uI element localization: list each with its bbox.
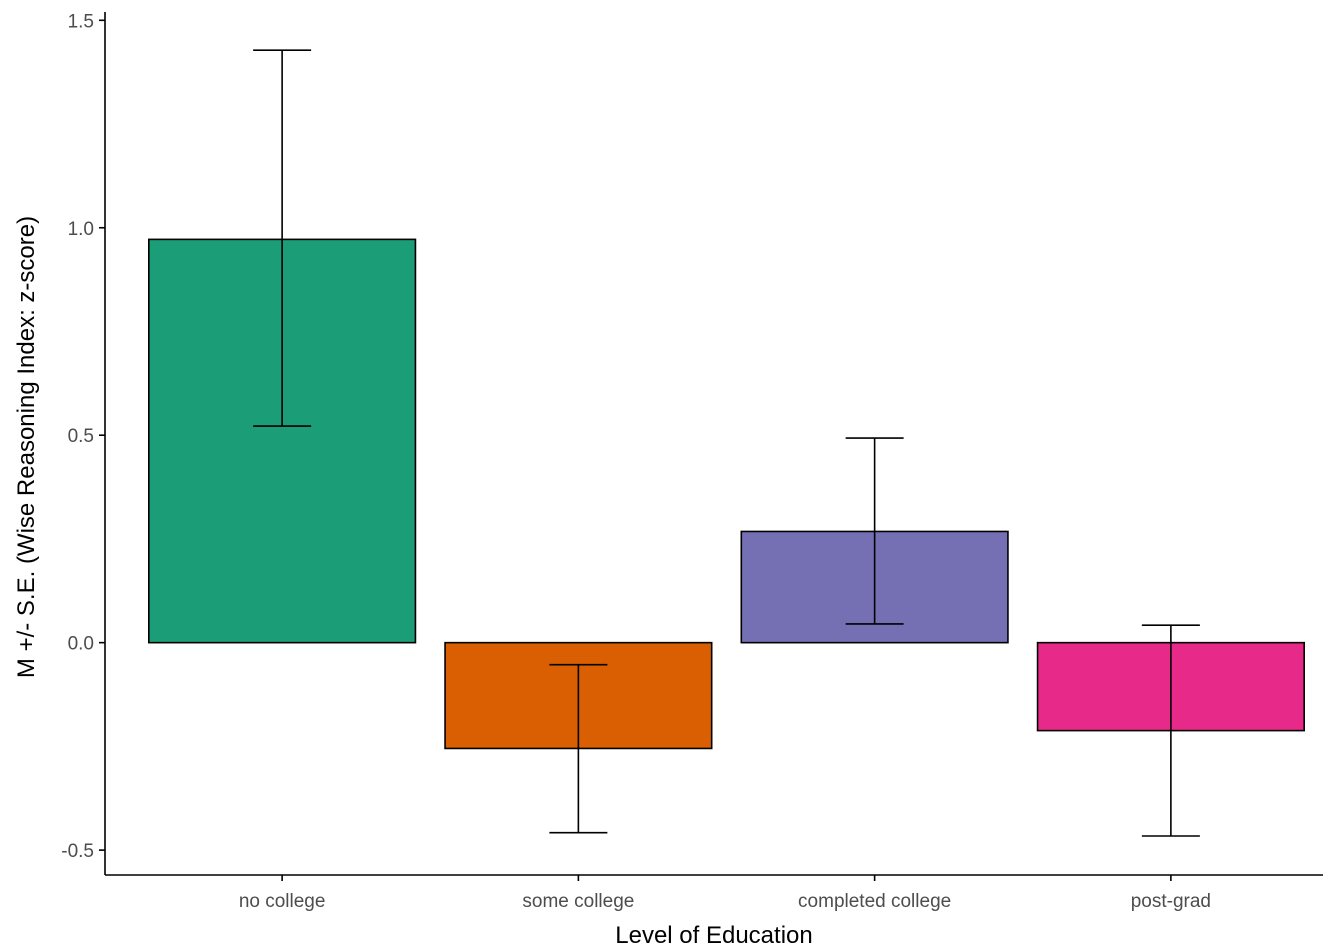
error-bar <box>845 437 904 625</box>
error-bar <box>549 663 608 834</box>
bars-layer <box>148 238 1305 750</box>
y-tick-label: -0.5 <box>61 841 94 862</box>
x-axis-ticks: no college some college completed college p… <box>239 875 1211 912</box>
error-bar <box>253 49 312 427</box>
y-axis-title: M +/- S.E. (Wise Reasoning Index: z-scor… <box>13 216 40 678</box>
x-tick-label: some college <box>522 891 634 912</box>
y-tick-label: 0.0 <box>68 634 94 655</box>
x-tick-label: completed college <box>798 891 951 912</box>
y-tick-label: 1.0 <box>68 219 94 240</box>
error-bars-layer <box>253 49 1200 837</box>
x-axis-title: Level of Education <box>615 922 812 949</box>
y-tick-label: 0.5 <box>68 426 94 447</box>
y-axis-ticks: -0.5 0.0 0.5 1.0 1.5 <box>61 11 105 862</box>
x-tick-label: post-grad <box>1131 891 1211 912</box>
error-bar <box>1141 624 1200 837</box>
y-tick-label: 1.5 <box>68 11 94 32</box>
x-tick-label: no college <box>239 891 326 912</box>
